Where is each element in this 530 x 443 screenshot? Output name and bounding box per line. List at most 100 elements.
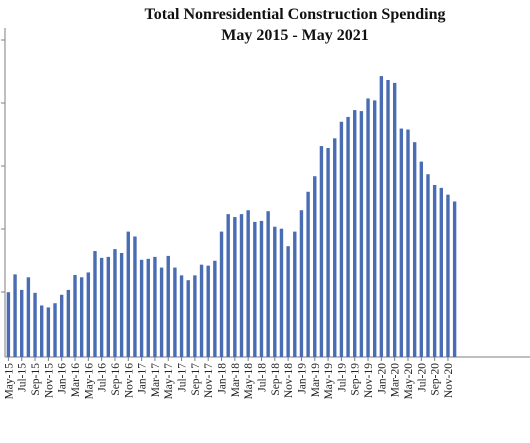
x-tick-label: Jul-20 — [416, 363, 428, 392]
bar-mar-17 — [153, 256, 157, 357]
bar-sep-19 — [353, 110, 357, 357]
bar-may-15 — [6, 292, 11, 357]
bar-aug-18 — [266, 211, 270, 357]
bar-feb-20 — [386, 79, 390, 357]
x-tick-label: May-16 — [83, 363, 95, 400]
x-tick-label: Jan-17 — [137, 363, 149, 394]
x-tick-label: Jan-19 — [296, 363, 308, 394]
x-tick-label: May-15 — [3, 363, 15, 400]
bar-jul-19 — [339, 121, 344, 357]
x-tick-label: Mar-17 — [150, 363, 162, 398]
x-tick-label: Mar-18 — [230, 363, 242, 398]
bar-may-19 — [326, 148, 330, 357]
x-tick-label: May-19 — [323, 363, 335, 400]
bar-jan-18 — [219, 231, 224, 357]
chart-subtitle: May 2015 - May 2021 — [221, 27, 369, 44]
bar-jun-15 — [13, 274, 17, 357]
x-tick-label: Sep-15 — [30, 363, 42, 396]
bar-aug-19 — [346, 116, 350, 357]
bar-sep-20 — [432, 184, 437, 357]
bar-oct-16 — [119, 253, 124, 357]
bar-apr-16 — [79, 277, 84, 357]
bar-jun-16 — [93, 251, 97, 357]
bar-nov-16 — [126, 231, 130, 357]
bar-jul-20 — [419, 161, 424, 357]
x-tick-label: May-17 — [163, 363, 175, 400]
bar-dec-17 — [213, 260, 217, 357]
bar-nov-17 — [206, 265, 210, 357]
bar-jun-19 — [333, 138, 337, 357]
bar-sep-18 — [273, 226, 277, 357]
bar-may-17 — [166, 255, 170, 357]
bar-jan-17 — [139, 259, 144, 357]
bar-sep-17 — [193, 275, 197, 357]
bar-oct-19 — [359, 111, 364, 357]
chart-title: Total Nonresidential Construction Spendi… — [144, 6, 446, 23]
x-tick-label: Sep-17 — [190, 363, 202, 396]
x-tick-label: Sep-20 — [430, 363, 442, 396]
x-tick-label: Nov-18 — [283, 363, 295, 398]
bar-aug-20 — [426, 174, 430, 357]
bar-feb-17 — [146, 258, 150, 357]
bar-dec-15 — [53, 303, 57, 357]
bar-sep-16 — [113, 249, 117, 357]
x-tick-label: Jan-18 — [217, 363, 229, 394]
bar-sep-15 — [33, 292, 37, 357]
bar-feb-16 — [66, 289, 71, 357]
bar-jan-20 — [379, 76, 384, 357]
bar-aug-15 — [26, 277, 31, 357]
x-tick-label: May-18 — [243, 363, 255, 400]
x-tick-label: Nov-20 — [443, 363, 455, 398]
bar-mar-18 — [233, 217, 237, 357]
bar-dec-18 — [293, 231, 297, 357]
bar-mar-16 — [73, 275, 77, 357]
bar-jul-15 — [20, 289, 24, 357]
bar-apr-20 — [399, 128, 404, 357]
x-tick-label: Nov-15 — [43, 363, 55, 398]
x-tick-label: Mar-20 — [390, 363, 402, 398]
bar-jul-16 — [99, 257, 104, 357]
x-tick-label: Jul-17 — [177, 363, 189, 392]
bar-feb-18 — [226, 214, 230, 357]
x-tick-label: Sep-18 — [270, 363, 282, 396]
bar-jun-17 — [173, 267, 177, 357]
x-tick-label: Nov-17 — [203, 363, 215, 398]
bar-aug-17 — [186, 280, 190, 357]
bar-jan-16 — [59, 294, 64, 357]
bar-oct-15 — [40, 305, 44, 357]
bar-apr-19 — [319, 146, 324, 357]
bar-mar-20 — [392, 82, 397, 358]
bar-jun-20 — [412, 142, 417, 357]
x-tick-label: Jul-15 — [17, 363, 29, 392]
bar-jun-18 — [253, 221, 257, 357]
bar-may-18 — [246, 210, 250, 357]
x-tick-label: Sep-16 — [110, 363, 122, 396]
bar-jul-17 — [179, 275, 184, 357]
x-tick-label: Jul-18 — [256, 363, 268, 392]
bar-oct-17 — [199, 264, 204, 357]
bar-apr-18 — [239, 214, 244, 357]
bar-oct-18 — [279, 228, 284, 357]
x-tick-label: May-20 — [403, 363, 415, 400]
bar-nov-20 — [446, 194, 450, 357]
bar-jul-18 — [259, 220, 264, 357]
x-tick-label: Sep-19 — [350, 363, 362, 396]
x-tick-label: Jan-20 — [376, 363, 388, 394]
bar-aug-16 — [106, 256, 110, 357]
x-tick-label: Mar-16 — [70, 363, 82, 398]
bar-jan-19 — [299, 210, 304, 357]
x-tick-label: Nov-16 — [123, 363, 135, 398]
bar-dec-20 — [452, 201, 457, 357]
x-tick-label: Jul-19 — [336, 363, 348, 392]
bar-nov-19 — [366, 98, 370, 357]
bar-nov-15 — [46, 307, 51, 357]
bar-may-20 — [406, 129, 410, 357]
bar-dec-16 — [133, 236, 137, 357]
bar-nov-18 — [286, 246, 290, 357]
x-tick-label: Nov-19 — [363, 363, 375, 398]
bar-mar-19 — [313, 176, 317, 357]
x-tick-label: Jul-16 — [97, 363, 109, 392]
bar-dec-19 — [373, 100, 377, 357]
